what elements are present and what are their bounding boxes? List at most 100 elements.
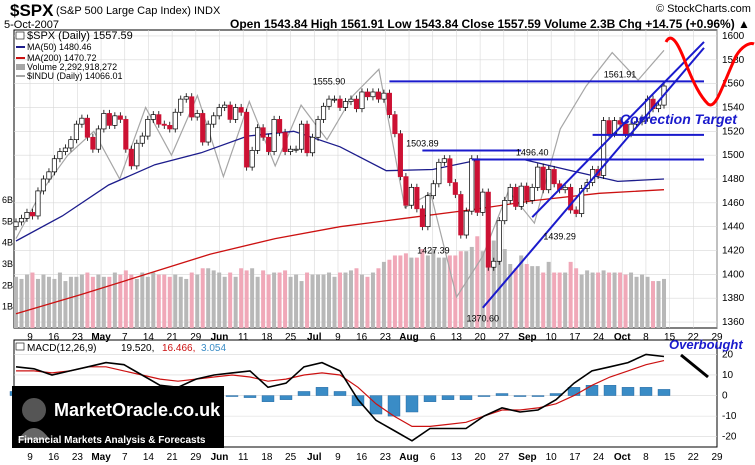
candle-down [524,185,530,201]
candle-up [491,260,497,268]
candle-down [167,125,173,130]
candle-up [255,127,261,151]
price-tick-label: 1600 [722,31,745,42]
macd-hist-bar [585,385,599,396]
logo-figure-head [22,398,46,422]
volume-bar [178,276,183,328]
volume-bar [272,272,277,328]
macd-date-tick-label: Oct [614,452,631,463]
date-tick-label: 9 [335,332,341,343]
candlesticks [13,82,667,271]
macd-legend-swatch [15,342,25,351]
legend-ma50: MA(50) 1480.46 [27,42,92,52]
candle-down [161,123,167,126]
volume-bar [173,274,178,328]
macd-hist-bar [459,395,473,400]
date-tick-label: 23 [72,332,84,343]
price-level-label: 1503.89 [406,139,439,149]
volume-bar [200,268,205,328]
candle-up [299,123,305,150]
date-tick-label: 29 [711,332,723,343]
price-level-label: 1496.40 [516,147,549,157]
macd-date-tick-label: 9 [27,452,33,463]
candle-down [200,113,206,143]
candle-up [271,119,277,152]
legend-indu: $INDU (Daily) 14066.01 [27,71,123,81]
macd-tick-label: 0 [722,391,728,402]
macd-date-tick-label: 20 [475,452,487,463]
volume-bar [348,270,353,328]
indu-polyline [15,49,665,299]
volume-bar [140,272,145,328]
candle-up [381,92,387,100]
volume-bar [211,270,216,328]
macd-legend: MACD(12,26,9) 19.520, 16.466, 3.054 [15,342,226,354]
volume-bar [370,272,375,328]
volume-bar [425,255,430,328]
volume-bar [151,272,156,328]
volume-bar [52,278,57,328]
price-tick-label: 1440 [722,222,745,233]
date-tick-label: 18 [261,332,273,343]
volume-tick-label: 6B [2,195,13,205]
volume-bar [305,272,310,328]
candle-up [18,217,25,223]
volume-bar [217,272,222,328]
date-tick-label: May [91,332,111,343]
volume-tick-label: 1B [2,302,13,312]
candle-down [623,123,629,135]
volume-bar [244,270,249,328]
macd-date-tick-label: 23 [380,452,392,463]
volume-bar [316,274,321,328]
macd-tick-label: 20 [722,349,734,360]
volume-bar [420,249,425,328]
macd-hist-bar [279,395,293,400]
volume-bar [310,274,315,328]
volume-bar [607,272,612,328]
volume-bar [629,272,634,328]
legend-ma200: MA(200) 1470.72 [27,53,97,63]
candle-down [392,114,398,135]
volume-bar [24,274,29,328]
macd-date-tick-label: 18 [261,452,273,463]
macd-hist-bar [639,387,653,396]
candle-up [178,98,184,113]
candle-up [139,135,145,144]
quote-summary: Open 1543.84 High 1561.91 Low 1543.84 Cl… [230,17,750,31]
candle-down [513,186,519,207]
candle-up [172,111,178,130]
candle-up [502,200,508,222]
candle-down [551,169,557,185]
volume-bar [513,268,518,328]
candle-down [568,186,574,211]
macd-date-tick-label: 8 [643,452,649,463]
volume-bar [46,276,51,328]
date-tick-label: 23 [380,332,392,343]
volume-bar [623,274,628,328]
date-tick-label: 9 [27,332,33,343]
volume-bar [354,268,359,328]
signal-value: 16.466, [162,343,195,354]
candle-down [304,123,310,154]
candle-down [364,91,371,98]
candle-up [436,161,442,185]
date-tick-label: 22 [688,332,700,343]
volume-bar [502,249,507,328]
volume-bar [195,274,200,328]
candle-up [633,121,640,125]
volume-bar [277,272,282,328]
volume-bar [365,276,370,328]
candle-down [403,176,409,206]
trendlines [389,41,705,309]
macd-date-tick-label: 14 [143,452,155,463]
candle-down [260,127,266,138]
candle-up [57,151,63,160]
macd-date-tick-label: 23 [72,452,84,463]
price-tick-label: 1500 [722,150,745,161]
price-tick-label: 1520 [722,126,745,137]
volume-bar [222,276,227,328]
macd-date-tick-label: Jun [211,452,229,463]
date-tick-label: 20 [475,332,487,343]
candle-up [13,221,19,228]
candle-up [480,191,486,213]
